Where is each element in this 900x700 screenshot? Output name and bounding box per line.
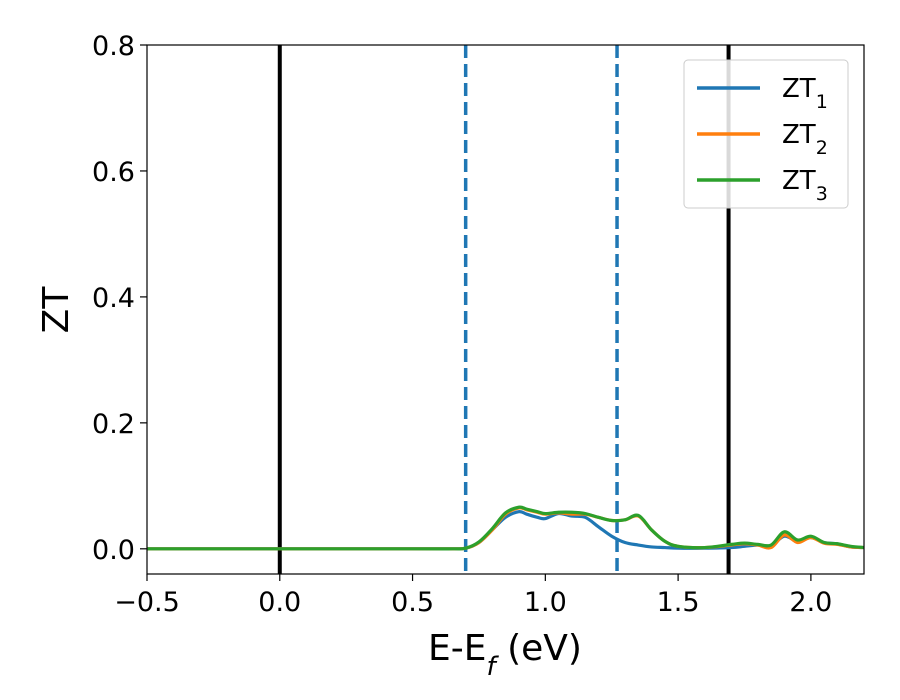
y-axis-ticks: 0.0 0.2 0.4 0.6 0.8	[92, 31, 147, 566]
x-axis-ticks: −0.5 0.0 0.5 1.0 1.5 2.0	[114, 574, 832, 618]
x-tick-label: 1.0	[524, 587, 567, 618]
x-tick-label: 1.5	[657, 587, 700, 618]
y-tick-label: 0.6	[92, 157, 135, 188]
series-layer	[147, 505, 864, 551]
y-axis-title: ZT	[36, 286, 77, 334]
x-tick-label: 0.0	[258, 587, 301, 618]
legend-label-zt3: ZT3	[782, 166, 828, 205]
y-tick-label: 0.2	[92, 409, 135, 440]
x-tick-label: 2.0	[789, 587, 832, 618]
x-tick-label: 0.5	[391, 587, 434, 618]
x-tick-label: −0.5	[114, 587, 180, 618]
x-axis-title: E-Ef (eV)	[428, 628, 582, 682]
legend-label-zt1: ZT1	[782, 74, 828, 113]
legend: ZT1 ZT2 ZT3	[683, 59, 849, 209]
reference-lines	[277, 45, 731, 574]
y-tick-label: 0.0	[92, 535, 135, 566]
legend-label-zt2: ZT2	[782, 120, 828, 159]
y-tick-label: 0.4	[92, 283, 135, 314]
plot-frame	[146, 44, 865, 575]
series-line-zt3	[147, 505, 864, 551]
y-tick-label: 0.8	[92, 31, 135, 62]
legend-box	[683, 59, 849, 209]
